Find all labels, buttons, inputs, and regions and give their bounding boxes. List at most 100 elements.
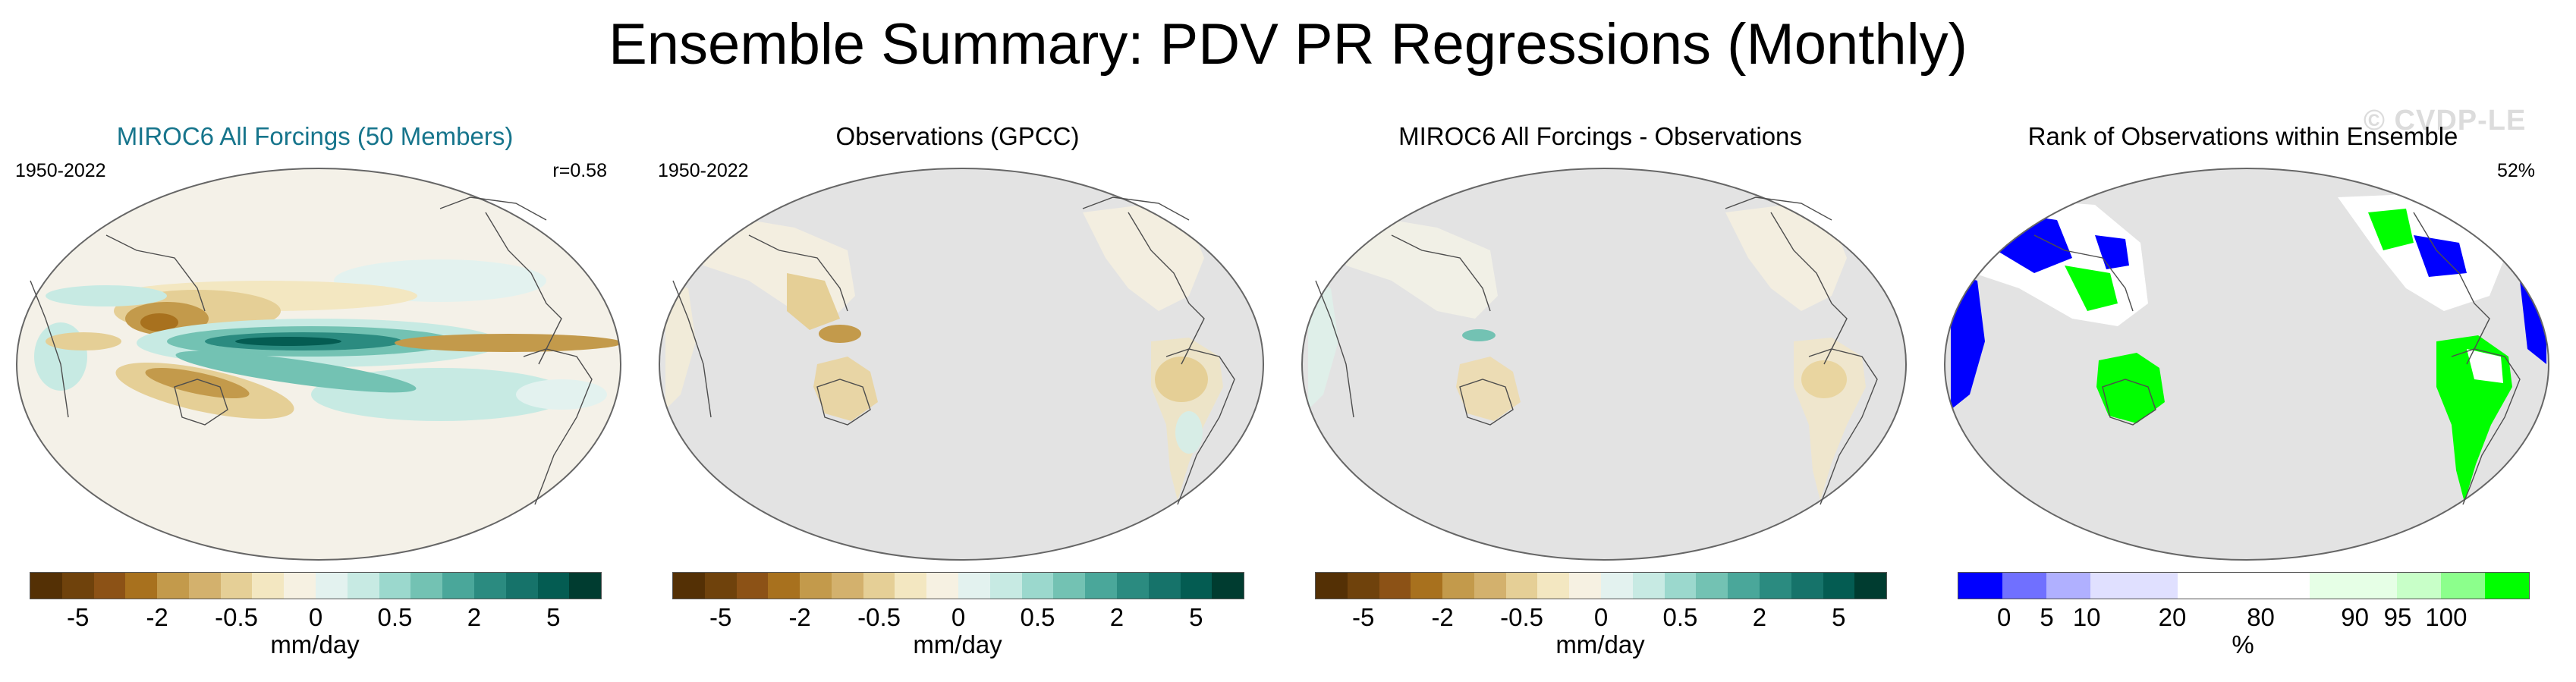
- colorbar-tick-label: 0.5: [377, 603, 413, 631]
- difference-map: [1301, 168, 1907, 561]
- colorbar-tick-label: 0.5: [1662, 603, 1698, 631]
- colorbar-tick-label: -0.5: [215, 603, 258, 631]
- colorbar-swatch: [220, 573, 253, 599]
- rank-map: [1944, 168, 2549, 561]
- panel-rank: Rank of Observations within Ensemble 52%: [1928, 114, 2558, 675]
- colorbar-swatch: [125, 573, 158, 599]
- panel-difference: MIROC6 All Forcings - Observations -5 -2-…: [1285, 114, 1915, 675]
- panel-title: Observations (GPCC): [835, 122, 1080, 150]
- colorbar-units: mm/day: [1555, 630, 1645, 658]
- colorbar-swatch: [252, 573, 285, 599]
- colorbar-swatch: [1664, 573, 1697, 599]
- colorbar-swatch: [30, 573, 62, 599]
- colorbar-swatch: [1505, 573, 1538, 599]
- land-field: [665, 205, 1223, 501]
- colorbar-tick-label: -2: [788, 603, 811, 631]
- colorbar-tick-label: 95: [2383, 603, 2412, 631]
- watermark-text: © CVDP-LE: [2364, 105, 2527, 137]
- colorbar-tick-label: -0.5: [1500, 603, 1543, 631]
- colorbar-swatch: [284, 573, 316, 599]
- colorbar-swatch: [800, 573, 832, 599]
- colorbar-swatch: [379, 573, 411, 599]
- colorbar-tick-label: 0.5: [1020, 603, 1055, 631]
- colorbar-swatch: [1180, 573, 1213, 599]
- colorbar-swatch: [537, 573, 570, 599]
- colorbar-tick-label: -2: [1431, 603, 1454, 631]
- colorbar-tick-label: -0.5: [857, 603, 901, 631]
- regression-map: [659, 168, 1264, 561]
- colorbar-swatch: [895, 573, 927, 599]
- colorbar-swatch: [2002, 573, 2046, 599]
- colorbar-swatch: [2265, 573, 2310, 599]
- colorbar-swatch: [831, 573, 863, 599]
- colorbar-swatch: [1569, 573, 1602, 599]
- colorbar-swatch: [1316, 573, 1348, 599]
- panel-title: MIROC6 All Forcings (50 Members): [116, 122, 514, 150]
- colorbar-swatch: [989, 573, 1022, 599]
- colorbar-swatch: [1823, 573, 1855, 599]
- regression-map: [16, 168, 621, 561]
- colorbar-tick-label: 0: [308, 603, 323, 631]
- colorbar: [30, 572, 602, 599]
- colorbar-swatch: [1442, 573, 1474, 599]
- correlation-label: r=0.58: [552, 160, 607, 181]
- colorbar-units: %: [2232, 630, 2254, 658]
- colorbar-swatch: [316, 573, 348, 599]
- colorbar-tick-label: 2: [467, 603, 482, 631]
- colorbar-units: mm/day: [913, 630, 1002, 658]
- colorbar-swatch: [1632, 573, 1665, 599]
- colorbar-swatch: [1791, 573, 1823, 599]
- colorbar-swatch: [2046, 573, 2090, 599]
- coastlines: [2033, 212, 2521, 505]
- colorbar-swatch: [473, 573, 506, 599]
- figure-title: Ensemble Summary: PDV PR Regressions (Mo…: [609, 12, 1967, 77]
- colorbar-tick-label: 20: [2158, 603, 2187, 631]
- colorbar-swatch: [1347, 573, 1379, 599]
- colorbar-swatch: [410, 573, 443, 599]
- colorbar-tick-label: 100: [2425, 603, 2467, 631]
- colorbar-swatch: [61, 573, 94, 599]
- colorbar-swatch: [2397, 573, 2442, 599]
- colorbar-swatch: [1085, 573, 1117, 599]
- colorbar-swatch: [93, 573, 126, 599]
- colorbar-tick-label: 5: [1832, 603, 1846, 631]
- colorbar-units: mm/day: [270, 630, 360, 658]
- panel-miroc6: MIROC6 All Forcings (50 Members) 1950-20…: [0, 114, 630, 675]
- colorbar-swatch: [1537, 573, 1570, 599]
- colorbar-swatch: [863, 573, 895, 599]
- colorbar-swatch: [188, 573, 221, 599]
- colorbar-swatch: [1759, 573, 1791, 599]
- colorbar-tick-label: 90: [2341, 603, 2369, 631]
- colorbar-tick-label: -5: [709, 603, 732, 631]
- colorbar-swatch: [1148, 573, 1181, 599]
- coastlines: [672, 196, 1235, 505]
- land-field: [1308, 205, 1866, 501]
- colorbar-swatch: [1116, 573, 1149, 599]
- colorbar-swatch: [768, 573, 800, 599]
- colorbar-swatch: [736, 573, 769, 599]
- colorbar-swatch: [958, 573, 990, 599]
- colorbar-swatch: [2222, 573, 2266, 599]
- panel-title: MIROC6 All Forcings - Observations: [1398, 122, 1802, 150]
- colorbar-swatch: [2134, 573, 2178, 599]
- colorbar-tick-label: -2: [146, 603, 168, 631]
- colorbar-swatch: [926, 573, 959, 599]
- colorbar-swatch: [2178, 573, 2222, 599]
- coastlines: [30, 196, 593, 505]
- colorbar-swatch: [2485, 573, 2529, 599]
- colorbar-tick-label: -5: [66, 603, 90, 631]
- colorbar-swatch: [704, 573, 737, 599]
- colorbar: [672, 572, 1244, 599]
- colorbar-swatch: [1379, 573, 1411, 599]
- year-range: 1950-2022: [658, 160, 749, 181]
- colorbar-tick-label: 2: [1109, 603, 1124, 631]
- colorbar-swatch: [1601, 573, 1633, 599]
- colorbar-swatch: [157, 573, 189, 599]
- colorbar-swatch: [442, 573, 474, 599]
- colorbar-swatch: [1212, 573, 1244, 599]
- colorbar-ticks: -5 -2 -0.5 0 0.5 2 5: [1316, 602, 1886, 634]
- colorbar-swatch: [1021, 573, 1054, 599]
- panel-title: Rank of Observations within Ensemble: [2027, 122, 2458, 150]
- coastlines: [1315, 196, 1878, 505]
- colorbar-swatch: [1696, 573, 1728, 599]
